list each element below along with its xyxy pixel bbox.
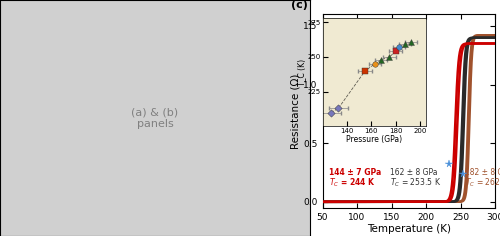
- Text: $T_C$ = 253.5 K: $T_C$ = 253.5 K: [390, 177, 442, 190]
- Text: $T_C$ = 244 K: $T_C$ = 244 K: [330, 177, 376, 190]
- Text: 162 ± 8 GPa: 162 ± 8 GPa: [390, 169, 438, 177]
- Y-axis label: Resistance (Ω): Resistance (Ω): [290, 73, 300, 149]
- Text: $T_C$ = 262 K: $T_C$ = 262 K: [464, 177, 500, 190]
- X-axis label: Temperature (K): Temperature (K): [367, 224, 451, 234]
- Text: 182 ± 8 GPa: 182 ± 8 GPa: [464, 169, 500, 177]
- Text: 144 ± 7 GPa: 144 ± 7 GPa: [330, 169, 382, 177]
- Text: (a) & (b)
panels: (a) & (b) panels: [132, 107, 178, 129]
- Text: (c): (c): [292, 0, 308, 10]
